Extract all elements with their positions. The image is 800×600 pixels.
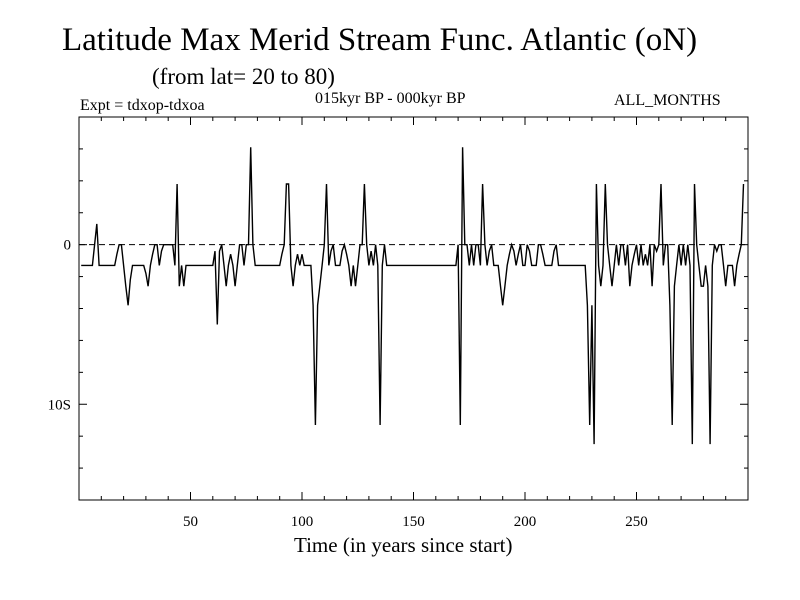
x-tick-label: 50 [183, 514, 198, 530]
axis-tick-labels: 50 100 150 200 250 0 10S [48, 238, 648, 530]
period-label: 015kyr BP - 000kyr BP [315, 90, 466, 107]
x-tick-label: 200 [514, 514, 537, 530]
x-tick-label: 100 [291, 514, 314, 530]
plot-frame [78, 116, 749, 501]
axis-ticks [79, 117, 748, 500]
x-axis-label: Time (in years since start) [294, 533, 513, 557]
y-tick-label: 0 [64, 238, 72, 254]
months-label: ALL_MONTHS [614, 92, 721, 109]
series-line [81, 147, 745, 445]
x-tick-label: 250 [625, 514, 648, 530]
experiment-label: Expt = tdxop-tdxoa [80, 97, 205, 114]
chart-title: Latitude Max Merid Stream Func. Atlantic… [62, 22, 698, 58]
y-tick-label: 10S [48, 397, 71, 413]
x-tick-label: 150 [402, 514, 425, 530]
chart-subtitle: (from lat= 20 to 80) [152, 64, 335, 89]
